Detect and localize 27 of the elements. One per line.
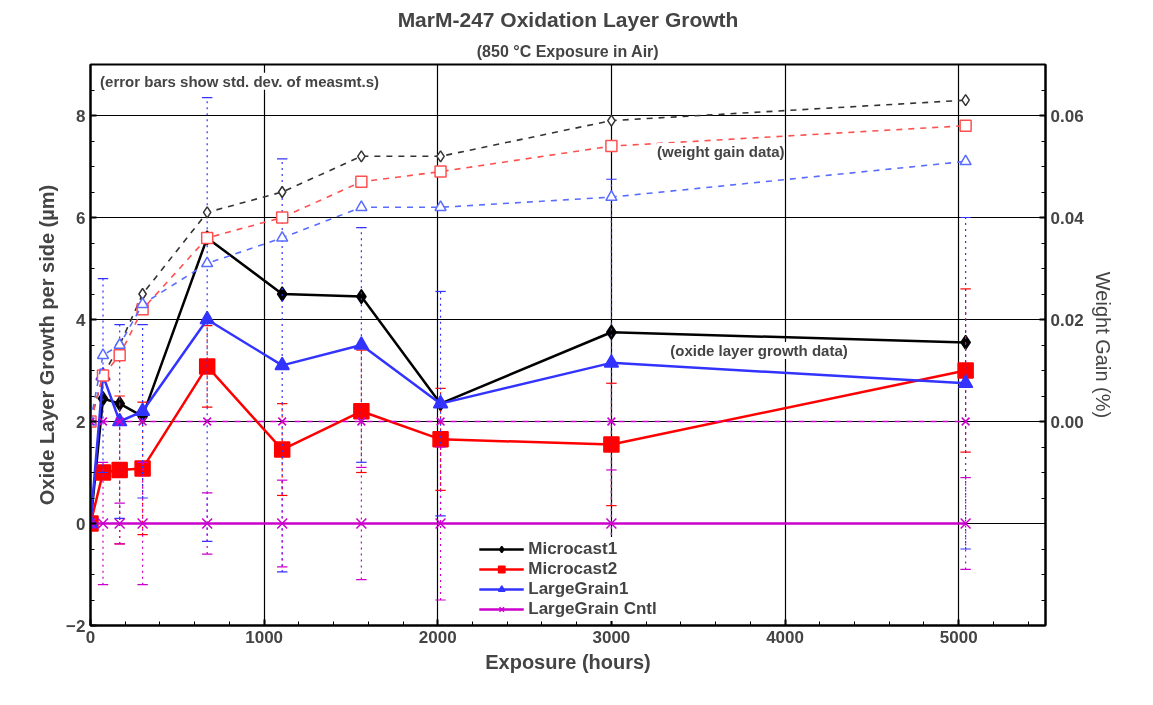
legend-label: Microcast1 [528,539,618,559]
y-tick-label: 8 [76,106,86,126]
x-tick-label: 4000 [766,627,804,647]
y2-tick-label: 0.02 [1050,310,1084,330]
x-tick-label: 3000 [592,627,631,647]
legend-label: LargeGrain Cntl [528,599,657,619]
x-tick-label: 5000 [939,627,978,647]
y-tick-label: 6 [76,208,86,228]
chart-title: MarM-247 Oxidation Layer Growth [397,7,739,31]
x-axis-title: Exposure (hours) [485,650,651,673]
y-tick-label: 2 [76,412,86,432]
x-tick-label: 1000 [245,627,284,647]
y-tick-label: 4 [76,310,87,330]
annotation: (error bars show std. dev. of measmt.s) [100,72,380,90]
y2-tick-label: 0.06 [1050,106,1084,126]
annotation: (oxide layer growth data) [670,342,848,360]
y-tick-label: −2 [66,616,86,636]
y2-tick-label: 0.00 [1050,412,1084,432]
x-tick-label: 2000 [418,627,457,647]
legend-label: Microcast2 [528,559,618,579]
legend-label: LargeGrain1 [528,579,629,599]
y-tick-label: 0 [76,514,86,534]
y-axis-title: Oxide Layer Growth per side (µm) [36,184,59,506]
y2-tick-label: 0.04 [1050,208,1085,228]
annotation: (weight gain data) [657,142,785,160]
y2-axis-title: Weight Gain (%) [1091,271,1114,419]
chart-subtitle: (850 °C Exposure in Air) [476,42,659,60]
